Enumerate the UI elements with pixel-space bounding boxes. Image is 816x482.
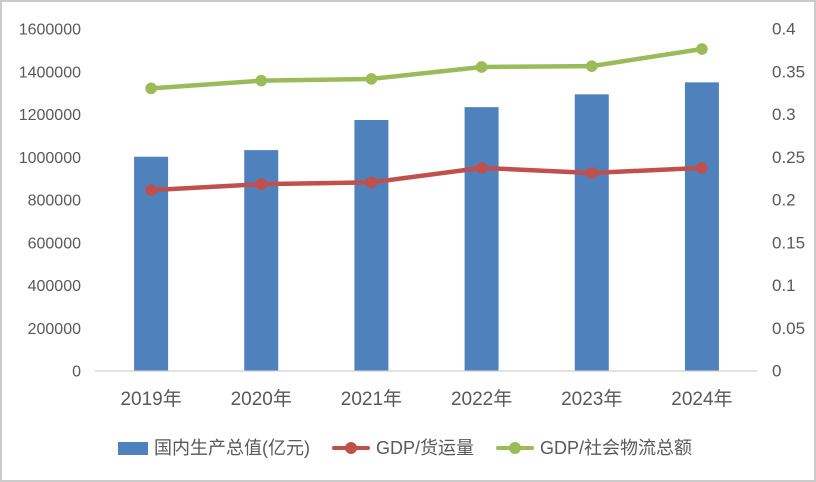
line-series <box>148 46 705 91</box>
y-axis-right-tick-label: 0.3 <box>772 105 796 124</box>
line-series <box>148 165 705 193</box>
line-marker-2021年 <box>365 176 378 189</box>
y-axis-left-tick-label: 200000 <box>28 321 81 338</box>
y-axis-right-tick-label: 0.05 <box>772 319 805 338</box>
y-axis-left-tick-label: 600000 <box>28 235 81 252</box>
x-axis-label: 2019年 <box>120 388 181 410</box>
legend: 国内生产总值(亿元) GDP/货运量 GDP/社会物流总额 <box>118 436 692 460</box>
x-axis-label: 2020年 <box>231 388 292 410</box>
y-axis-left-tick-label: 1400000 <box>19 64 81 81</box>
y-axis-right-tick-label: 0 <box>772 362 781 381</box>
line-marker-2023年 <box>585 167 598 179</box>
x-axis-label: 2024年 <box>671 388 732 410</box>
x-axis-label: 2021年 <box>341 388 402 410</box>
y-axis-left-tick-label: 400000 <box>28 278 81 295</box>
x-axis-label: 2022年 <box>451 388 512 410</box>
line-marker-2023年 <box>585 60 598 72</box>
y-axis-right-tick-label: 0.35 <box>772 62 805 81</box>
y-axis-left-tick-label: 1200000 <box>19 107 81 124</box>
line-marker-2019年 <box>145 82 157 95</box>
y-axis-left-tick-label: 0 <box>72 364 81 381</box>
y-axis-left-tick-label: 1600000 <box>19 22 81 39</box>
line-marker-2019年 <box>145 184 157 196</box>
line-marker-2020年 <box>255 178 268 190</box>
y-axis-right-tick-label: 0.25 <box>772 148 805 167</box>
y-axis-right-tick-label: 0.4 <box>772 20 796 39</box>
y-axis-right-tick-label: 0.15 <box>772 233 805 252</box>
red-line-series-swatch <box>332 442 370 455</box>
line-marker-2024年 <box>696 43 708 55</box>
legend-label-gdp-bar: 国内生产总值(亿元) <box>154 438 310 458</box>
legend-label-gdp-logistics: GDP/社会物流总额 <box>540 438 693 458</box>
line-marker-2022年 <box>475 162 488 174</box>
legend-item-gdp-bar: 国内生产总值(亿元) <box>118 436 310 460</box>
line-marker-2022年 <box>475 61 488 73</box>
legend-label-gdp-freight: GDP/货运量 <box>376 438 475 458</box>
y-axis-right-tick-label: 0.2 <box>772 191 796 210</box>
line-marker-2021年 <box>365 73 378 85</box>
bar-2021年 <box>354 119 389 371</box>
x-axis-label: 2023年 <box>561 388 622 410</box>
bar-2023年 <box>574 94 609 371</box>
line-marker-2024年 <box>696 162 708 174</box>
bar-2024年 <box>684 82 719 371</box>
y-axis-left-tick-label: 1000000 <box>19 150 81 167</box>
bar-series-swatch <box>118 441 148 455</box>
y-axis-right-tick-label: 0.1 <box>772 276 796 295</box>
line-marker-2020年 <box>255 74 268 87</box>
y-axis-left-tick-label: 800000 <box>28 193 81 210</box>
green-line-series-swatch <box>496 442 535 455</box>
legend-item-gdp-logistics: GDP/社会物流总额 <box>496 436 692 460</box>
bar-2022年 <box>464 107 499 371</box>
legend-item-gdp-freight: GDP/货运量 <box>332 436 474 460</box>
